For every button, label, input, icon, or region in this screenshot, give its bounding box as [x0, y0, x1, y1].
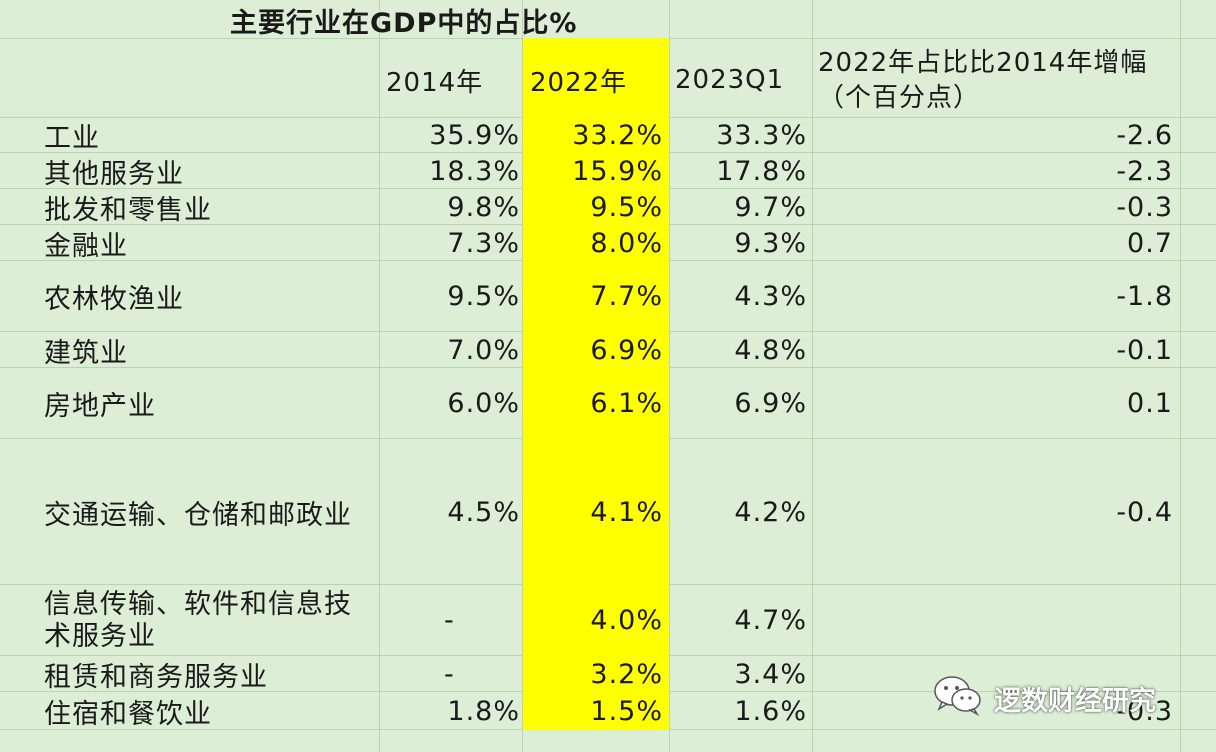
value-2023q1-cell: 4.2% — [734, 496, 807, 528]
highlight-2022-column — [523, 38, 669, 730]
value-2023q1-cell: 33.3% — [716, 120, 807, 151]
change-cell: -0.1 — [1116, 334, 1173, 366]
header-2014: 2014年 — [386, 67, 484, 98]
value-2023q1-cell: 3.4% — [734, 658, 807, 690]
value-2014-cell: - — [444, 605, 455, 636]
industry-cell: 批发和零售业 — [44, 194, 212, 226]
grid-line — [812, 0, 813, 752]
wechat-icon — [932, 674, 984, 723]
industry-cell: 住宿和餐饮业 — [44, 698, 212, 730]
watermark-text: 逻数财经研究 — [994, 685, 1156, 717]
industry-cell: 工业 — [44, 123, 100, 154]
industry-cell: 其他服务业 — [44, 158, 184, 190]
value-2023q1-cell: 4.8% — [734, 334, 807, 366]
value-2022-cell: 9.5% — [590, 191, 663, 223]
value-2023q1-cell: 4.7% — [734, 605, 807, 636]
industry-cell: 租赁和商务服务业 — [44, 661, 268, 693]
grid-line — [0, 0, 1216, 39]
value-2022-cell: 1.5% — [590, 695, 663, 727]
value-2023q1-cell: 17.8% — [716, 155, 807, 187]
value-2014-cell: 9.8% — [447, 191, 520, 223]
table-title: 主要行业在GDP中的占比% — [230, 7, 578, 39]
industry-cell: 信息传输、软件和信息技术服务业 — [44, 588, 352, 652]
value-2014-cell: 35.9% — [429, 120, 520, 151]
grid-line — [522, 0, 523, 752]
value-2023q1-cell: 9.7% — [734, 191, 807, 223]
value-2014-cell: 18.3% — [429, 155, 520, 187]
grid-line — [669, 0, 670, 752]
value-2023q1-cell: 4.3% — [734, 281, 807, 312]
value-2022-cell: 4.1% — [590, 496, 663, 528]
value-2022-cell: 4.0% — [590, 605, 663, 636]
change-cell: 0.7 — [1127, 227, 1173, 259]
industry-cell: 建筑业 — [44, 337, 128, 369]
change-cell: -0.3 — [1116, 191, 1173, 223]
value-2014-cell: 1.8% — [447, 695, 520, 727]
value-2014-cell: 7.0% — [447, 334, 520, 366]
value-2014-cell: 7.3% — [447, 227, 520, 259]
industry-cell: 金融业 — [44, 230, 128, 262]
value-2022-cell: 7.7% — [590, 281, 663, 312]
header-2023q1: 2023Q1 — [675, 65, 785, 95]
value-2023q1-cell: 1.6% — [734, 695, 807, 727]
change-cell: -2.3 — [1116, 155, 1173, 187]
value-2014-cell: 4.5% — [447, 496, 520, 528]
value-2022-cell: 6.9% — [590, 334, 663, 366]
value-2022-cell: 33.2% — [572, 120, 663, 151]
value-2022-cell: 8.0% — [590, 227, 663, 259]
value-2022-cell: 3.2% — [590, 658, 663, 690]
industry-cell: 交通运输、仓储和邮政业 — [44, 499, 352, 531]
value-2014-cell: 9.5% — [447, 281, 520, 312]
header-2022: 2022年 — [530, 67, 628, 98]
grid-line — [1180, 0, 1181, 752]
value-2014-cell: - — [444, 658, 455, 690]
header-change-line1: 2022年占比比2014年增幅 — [818, 47, 1148, 78]
value-2022-cell: 15.9% — [572, 155, 663, 187]
change-cell: -0.4 — [1116, 496, 1173, 528]
value-2023q1-cell: 9.3% — [734, 227, 807, 259]
grid-line — [379, 0, 380, 752]
value-2023q1-cell: 6.9% — [734, 388, 807, 419]
change-cell: -1.8 — [1116, 281, 1173, 312]
watermark: 逻数财经研究 — [932, 674, 1156, 723]
industry-cell: 房地产业 — [44, 391, 156, 422]
value-2014-cell: 6.0% — [447, 388, 520, 419]
change-cell: -0.3 — [1116, 695, 1173, 727]
header-change-line2: （个百分点） — [818, 82, 981, 113]
change-cell — [813, 585, 1173, 656]
industry-cell: 农林牧渔业 — [44, 284, 184, 315]
change-cell: -2.6 — [1116, 120, 1173, 151]
value-2022-cell: 6.1% — [590, 388, 663, 419]
change-cell: 0.1 — [1127, 388, 1173, 419]
